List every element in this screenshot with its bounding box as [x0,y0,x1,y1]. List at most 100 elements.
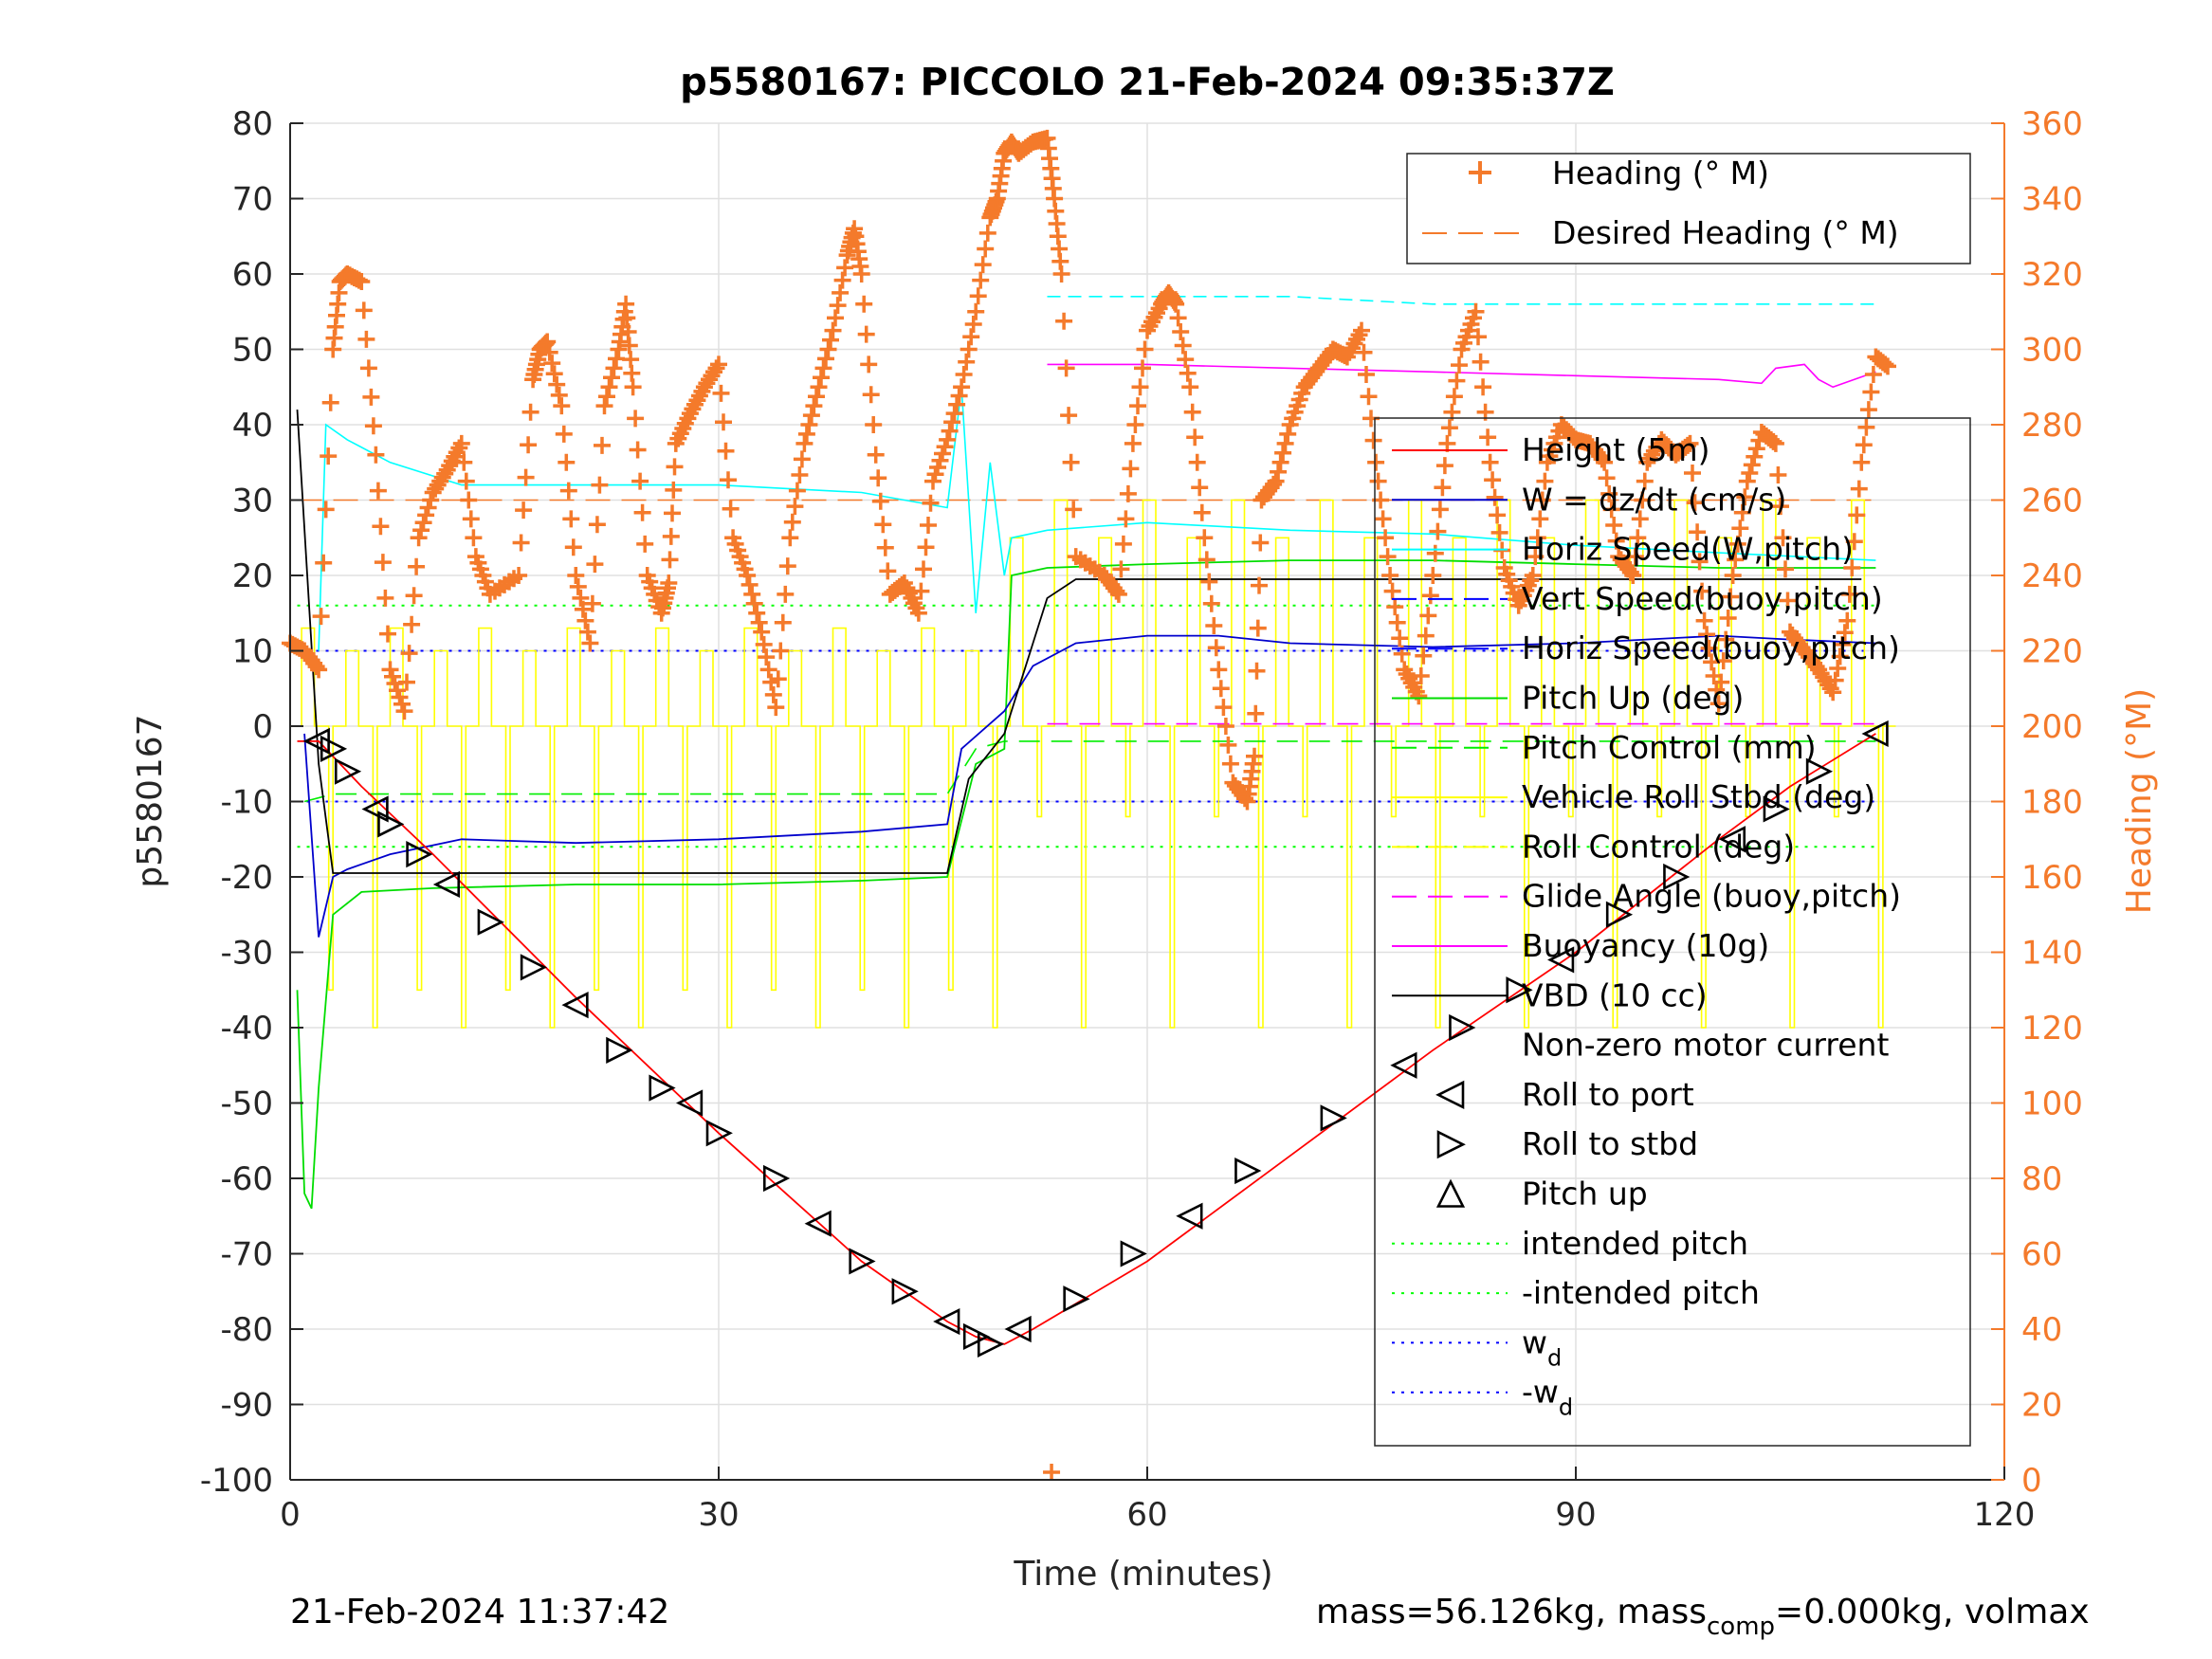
roll-marker [762,1164,791,1193]
heading-marker [912,582,930,600]
heading-marker [1417,627,1435,645]
roll-marker [320,735,348,762]
heading-marker [964,316,982,333]
roll-marker [432,870,461,899]
roll-markers [302,720,1889,1358]
heading-marker [977,240,995,258]
heading-marker [1186,428,1204,447]
heading-marker [739,567,757,584]
heading-marker [1843,559,1861,576]
roll-marker [477,908,504,936]
heading-marker [852,265,870,283]
legend-label: Horiz Speed(W,pitch) [1522,531,1854,568]
heading-marker [722,500,740,518]
heading-marker [465,529,483,547]
heading-marker [353,273,371,290]
heading-marker [720,471,737,489]
heading-marker [460,491,478,509]
heading-marker [1719,610,1737,627]
heading-marker [1424,567,1442,584]
heading-marker [1743,456,1761,474]
heading-marker [855,295,873,313]
heading-marker [403,615,421,633]
y-tick-right-label: 60 [2021,1236,2062,1274]
legend-swatch [1435,1080,1465,1110]
heading-marker [452,434,470,452]
y-tick-label: -100 [200,1462,273,1500]
legend-label: Horiz Speed(buoy,pitch) [1522,629,1900,666]
legend-swatch [1435,1178,1466,1208]
heading-marker [1052,265,1070,283]
y-tick-label: 40 [232,407,273,445]
heading-marker [1738,472,1756,490]
heading-marker [1474,378,1492,396]
legend-label: Roll to port [1522,1076,1694,1113]
heading-marker [967,302,985,320]
heading-marker [1129,397,1146,415]
heading-marker [824,321,842,339]
heading-marker [1265,475,1283,493]
y-tick-label: -60 [220,1160,273,1198]
heading-marker [1698,626,1716,644]
legend-label: Buoyancy (10g) [1522,927,1769,964]
heading-marker [1377,529,1395,547]
heading-marker [405,587,423,605]
heading-marker [1470,328,1487,346]
heading-marker [764,685,782,703]
y-tick-right-label: 0 [2021,1462,2042,1500]
heading-marker [1355,343,1373,361]
heading-marker [1862,383,1880,401]
heading-marker [1181,378,1199,396]
heading-marker [1876,356,1894,374]
heading-marker [1747,440,1765,458]
heading-marker [1109,585,1127,603]
heading-marker [1435,457,1453,475]
heading-marker [1197,551,1216,569]
y-tick-right-label: 40 [2021,1311,2062,1349]
y-tick-label: -90 [220,1387,273,1425]
heading-marker [922,494,940,512]
heading-marker [1364,431,1382,449]
heading-marker [915,560,932,578]
legend-heading-swatch-1 [1469,161,1491,184]
y-tick-right-label: 300 [2021,332,2083,370]
heading-marker [631,472,649,490]
heading-marker [783,513,801,531]
heading-marker [603,369,620,387]
heading-marker [1207,639,1225,657]
heading-marker [1279,425,1297,443]
heading-marker [548,375,566,393]
roll-marker [1004,1315,1032,1343]
heading-marker [1593,450,1611,468]
heading-marker [581,634,599,652]
vbd-series [296,410,1862,874]
heading-marker [414,514,432,532]
heading-marker [1431,501,1449,519]
heading-marker [591,476,609,494]
heading-marker [814,359,832,377]
heading-marker [1700,639,1718,657]
roll-marker [977,1330,1005,1358]
legend-label: Glide Angle (buoy,pitch) [1522,878,1901,915]
heading-marker [972,271,990,289]
heading-marker [1270,463,1288,481]
heading-marker [1626,548,1644,566]
y-tick-right-label: 220 [2021,633,2083,671]
heading-marker [457,472,475,490]
heading-marker [1188,453,1206,471]
roll-marker [675,1089,704,1117]
legend-label: Roll to stbd [1522,1125,1698,1162]
heading-marker [662,527,680,545]
y-tick-label: -40 [220,1010,273,1048]
heading-marker [1490,523,1508,541]
y-tick-label: 30 [232,483,273,520]
y-tick-label: 20 [232,557,273,595]
heading-marker [410,529,428,547]
heading-marker [545,365,563,383]
heading-marker [1134,359,1151,377]
heading-marker [865,416,883,433]
y-tick-right-label: 240 [2021,557,2083,595]
heading-marker [1379,548,1397,566]
heading-marker [1200,573,1218,591]
heading-marker [1065,501,1083,519]
